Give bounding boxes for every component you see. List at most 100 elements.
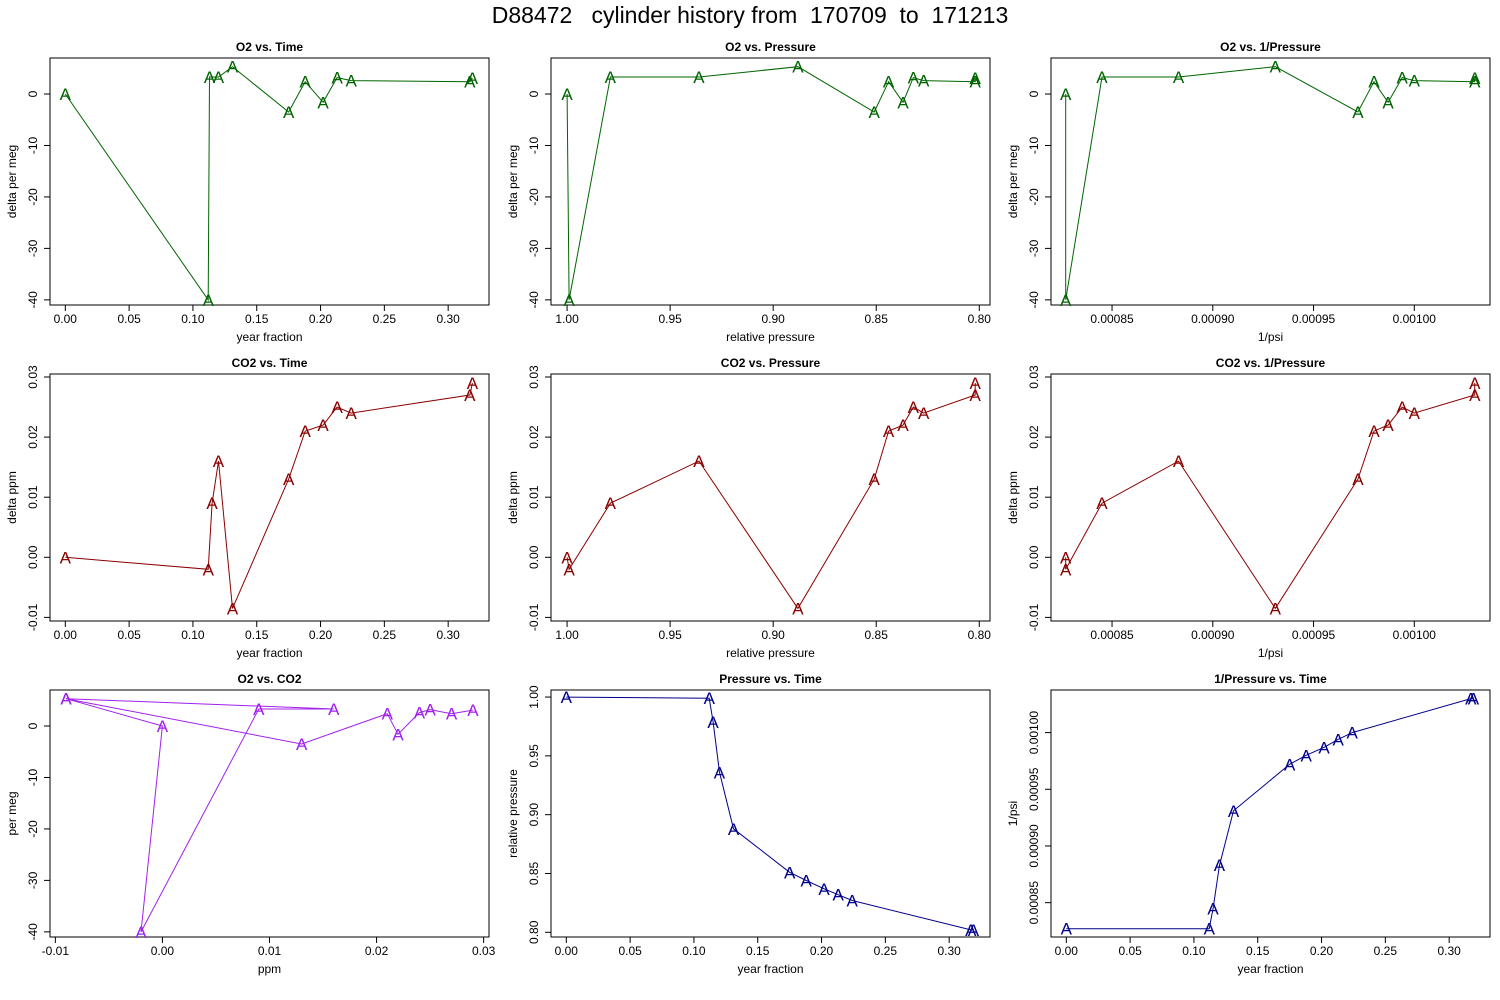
data-point: A [968, 921, 980, 940]
data-point: A [847, 892, 859, 911]
x-tick-label: 1.00 [555, 312, 579, 326]
data-point: A [1382, 416, 1394, 435]
x-tick-label: 0.00100 [1393, 628, 1437, 642]
y-tick-label: -30 [26, 871, 40, 889]
series-line [1065, 66, 1476, 300]
x-tick-label: 0.30 [1437, 944, 1461, 958]
chart-panel: Pressure vs. Time 0.00 0.05 0.10 0.15 0.20 0.2… [506, 672, 991, 976]
data-point: A [714, 763, 726, 782]
data-point: A [561, 548, 573, 567]
data-point: A [693, 452, 705, 471]
chart-panel: CO2 vs. Time 0.00 0.05 0.10 0.15 0.20 0.25 0.30… [5, 356, 490, 660]
data-point: A [464, 73, 476, 92]
data-point: A [1096, 494, 1108, 513]
data-point: A [883, 73, 895, 92]
chart-panel: CO2 vs. 1/Pressure 0.00085 0.00090 0.00095 0… [1006, 356, 1491, 660]
x-tick-label: 0.80 [968, 628, 992, 642]
data-point: A [792, 58, 804, 77]
y-tick-label: 0.01 [26, 485, 40, 509]
x-tick-label: 0.20 [309, 628, 333, 642]
data-point: A [832, 886, 844, 905]
y-axis-label: delta ppm [5, 471, 19, 524]
x-tick-label: 0.00095 [1292, 312, 1336, 326]
y-tick-label: 0.01 [527, 485, 541, 509]
data-point: A [918, 72, 930, 91]
plot-frame [1050, 57, 1491, 306]
data-point: A [464, 386, 476, 405]
x-tick-label: 0.90 [761, 628, 785, 642]
x-tick-label: 0.05 [117, 628, 141, 642]
data-point: A [328, 700, 340, 719]
x-tick-label: 0.00 [54, 312, 78, 326]
data-point: A [704, 689, 716, 708]
data-point: A [1397, 398, 1409, 417]
data-point: A [605, 494, 617, 513]
y-axis-label: delta per meg [506, 145, 520, 218]
chart-title: O2 vs. 1/Pressure [1220, 40, 1321, 54]
data-point: A [563, 291, 575, 310]
x-tick-label: 0.80 [968, 312, 992, 326]
x-tick-label: 0.85 [865, 628, 889, 642]
data-point: A [424, 701, 436, 720]
data-point: A [965, 921, 977, 940]
x-tick-label: 0.30 [436, 312, 460, 326]
x-tick-label: 0.15 [746, 944, 770, 958]
data-point: A [883, 422, 895, 441]
y-tick-label: -10 [26, 136, 40, 154]
x-tick-label: 0.15 [1246, 944, 1270, 958]
data-point: A [1469, 374, 1481, 393]
y-tick-label: -30 [1027, 239, 1041, 257]
y-tick-label: -0.01 [1027, 603, 1041, 631]
y-tick-label: -30 [527, 239, 541, 257]
x-tick-label: 0.25 [874, 944, 898, 958]
data-point: A [346, 404, 358, 423]
data-point: A [1301, 746, 1313, 765]
y-tick-label: -10 [26, 768, 40, 786]
y-tick-label: 0.85 [527, 861, 541, 885]
data-point: A [1382, 93, 1394, 112]
x-axis-label: year fraction [737, 962, 803, 976]
y-tick-label: 0.03 [527, 365, 541, 389]
x-tick-label: 0.05 [1118, 944, 1142, 958]
x-tick-label: 0.25 [373, 312, 397, 326]
data-point: A [1468, 690, 1480, 709]
x-tick-label: 0.00090 [1191, 312, 1235, 326]
y-tick-label: -20 [26, 820, 40, 838]
data-point: A [467, 374, 479, 393]
data-point: A [60, 85, 72, 104]
y-axis-label: 1/psi [1006, 801, 1020, 826]
x-tick-label: 0.25 [1374, 944, 1398, 958]
data-point: A [1214, 856, 1226, 875]
data-point: A [206, 494, 218, 513]
y-tick-label: -40 [26, 923, 40, 941]
data-point: A [1465, 690, 1477, 709]
y-axis-label: delta per meg [5, 145, 19, 218]
x-tick-label: 0.00085 [1090, 312, 1134, 326]
x-tick-label: 0.00085 [1090, 628, 1134, 642]
x-tick-label: 0.85 [865, 312, 889, 326]
x-tick-label: 0.10 [682, 944, 706, 958]
x-tick-label: 1.00 [555, 628, 579, 642]
data-point: A [1318, 738, 1330, 757]
data-point: A [1469, 73, 1481, 92]
y-tick-label: -0.01 [26, 603, 40, 631]
x-tick-label: 0.10 [181, 628, 205, 642]
x-axis-label: 1/psi [1258, 646, 1283, 660]
data-point: A [1397, 69, 1409, 88]
plot-frame [49, 57, 490, 306]
y-tick-label: 0.00 [1027, 545, 1041, 569]
y-tick-label: 0.02 [1027, 425, 1041, 449]
data-point: A [908, 69, 920, 88]
x-axis-label: 1/psi [1258, 330, 1283, 344]
x-tick-label: 0.00 [54, 628, 78, 642]
data-point: A [897, 93, 909, 112]
data-point: A [60, 690, 72, 709]
data-point: A [227, 58, 239, 77]
chart-title: O2 vs. CO2 [237, 672, 301, 686]
x-tick-label: 0.95 [658, 628, 682, 642]
y-tick-label: -0.01 [527, 603, 541, 631]
y-tick-label: 0.00085 [1027, 881, 1041, 925]
y-axis-label: relative pressure [506, 769, 520, 858]
data-point: A [203, 560, 215, 579]
